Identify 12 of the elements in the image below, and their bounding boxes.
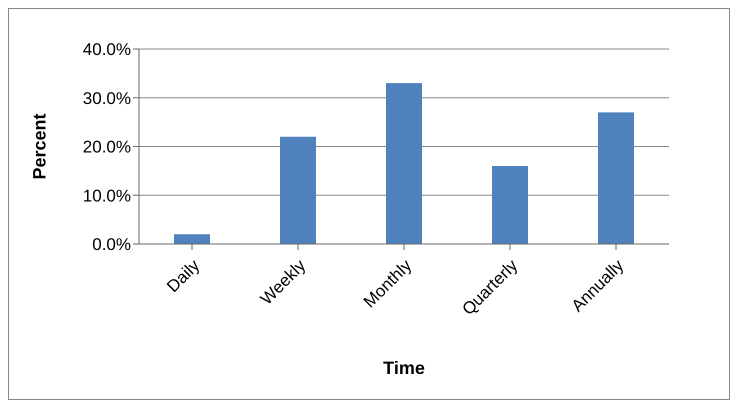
bar: [280, 136, 316, 244]
y-axis-title: Percent: [29, 113, 50, 180]
x-axis-title: Time: [383, 358, 425, 378]
bar: [492, 166, 528, 244]
bar: [386, 83, 422, 244]
bar: [598, 112, 634, 244]
y-tick-label: 40.0%: [82, 40, 131, 60]
y-tick-label: 10.0%: [82, 186, 131, 206]
y-tick-label: 0.0%: [92, 235, 131, 254]
y-tick-label: 30.0%: [82, 88, 131, 108]
bar: [174, 234, 210, 244]
y-tick-label: 20.0%: [82, 138, 131, 157]
